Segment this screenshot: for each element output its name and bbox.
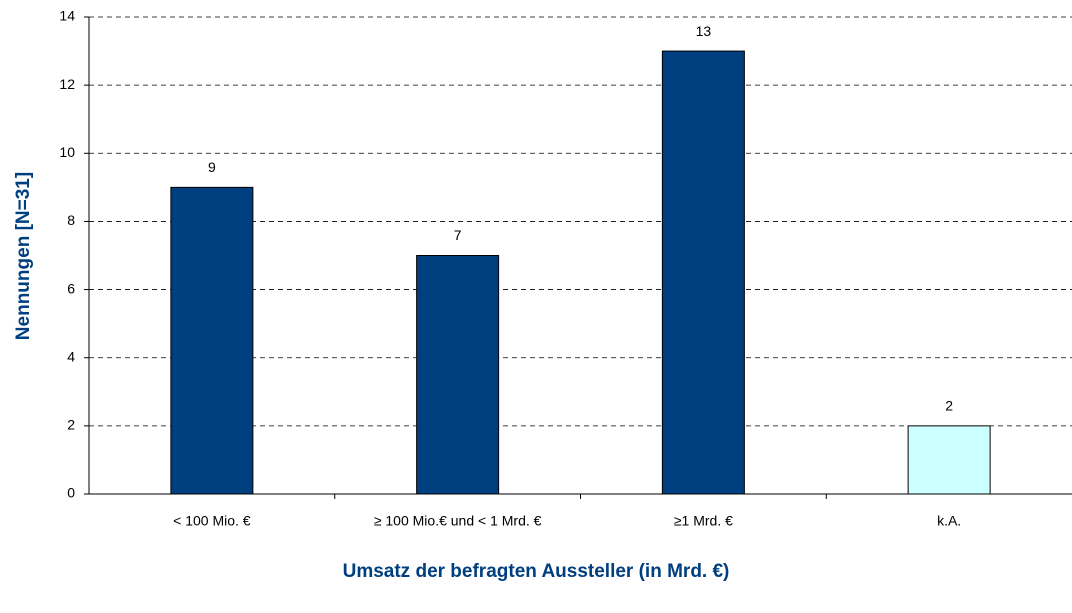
y-tick-label: 12	[59, 76, 75, 92]
y-tick-label: 8	[67, 212, 75, 228]
y-axis-title: Nennungen [N=31]	[13, 172, 34, 340]
data-label: 2	[945, 398, 953, 414]
data-label: 9	[208, 159, 216, 175]
y-tick-label: 0	[67, 485, 75, 501]
data-label: 7	[454, 227, 462, 243]
x-tick-label: ≥ 100 Mio.€ und < 1 Mrd. €	[374, 513, 542, 529]
x-tick-label: k.A.	[937, 513, 961, 529]
x-tick-label: < 100 Mio. €	[173, 513, 251, 529]
bar	[416, 255, 500, 495]
x-tick-label: ≥1 Mrd. €	[674, 513, 733, 529]
x-axis-title: Umsatz der befragten Aussteller (in Mrd.…	[343, 561, 730, 582]
y-tick-label: 14	[59, 8, 75, 24]
y-tick-label: 6	[67, 280, 75, 296]
bar	[907, 425, 991, 495]
y-tick-label: 2	[67, 417, 75, 433]
y-tick-label: 10	[59, 144, 75, 160]
data-label: 13	[696, 23, 712, 39]
bar	[661, 50, 745, 495]
y-tick-label: 4	[67, 348, 75, 364]
bar	[170, 186, 254, 495]
